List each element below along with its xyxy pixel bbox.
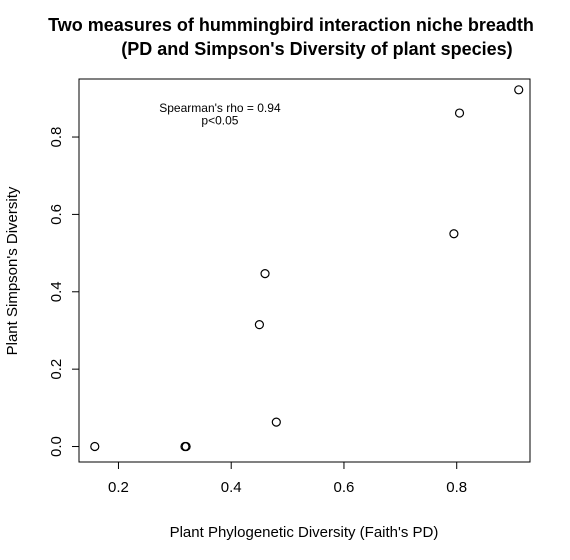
- annotation-text: Spearman's rho = 0.94: [159, 101, 281, 115]
- data-point: [271, 417, 281, 427]
- y-axis-label: Plant Simpson's Diversity: [4, 186, 21, 355]
- annotation-text: p<0.05: [201, 113, 238, 127]
- data-point: [514, 85, 524, 95]
- data-point: [181, 441, 191, 452]
- annotations: Spearman's rho = 0.94p<0.05: [159, 101, 281, 127]
- y-tick-label: 0.2: [48, 359, 65, 380]
- data-point: [90, 441, 100, 452]
- y-tick-label: 0.0: [48, 436, 65, 457]
- plot-area-frame: [78, 78, 531, 463]
- x-tick-label: 0.4: [221, 479, 242, 496]
- chart-title: Two measures of hummingbird interaction …: [48, 15, 534, 59]
- data-points: [90, 85, 524, 452]
- chart-title-line-2: (PD and Simpson's Diversity of plant spe…: [121, 39, 512, 59]
- y-tick-label: 0.6: [48, 204, 65, 225]
- data-point: [254, 320, 264, 330]
- data-point: [454, 108, 465, 118]
- y-tick-label: 0.8: [48, 127, 65, 148]
- data-point: [449, 229, 459, 239]
- data-point: [260, 268, 270, 279]
- x-tick-label: 0.6: [334, 479, 355, 496]
- x-tick-label: 0.2: [108, 479, 129, 496]
- chart-title-line-1: Two measures of hummingbird interaction …: [48, 15, 534, 35]
- x-axis-label: Plant Phylogenetic Diversity (Faith's PD…: [170, 524, 439, 541]
- x-axis: 0.2 0.4 0.6 0.8: [108, 461, 467, 496]
- y-axis: 0.0 0.2 0.4 0.6 0.8: [48, 127, 80, 457]
- x-tick-label: 0.8: [446, 479, 467, 496]
- y-tick-label: 0.4: [48, 281, 65, 302]
